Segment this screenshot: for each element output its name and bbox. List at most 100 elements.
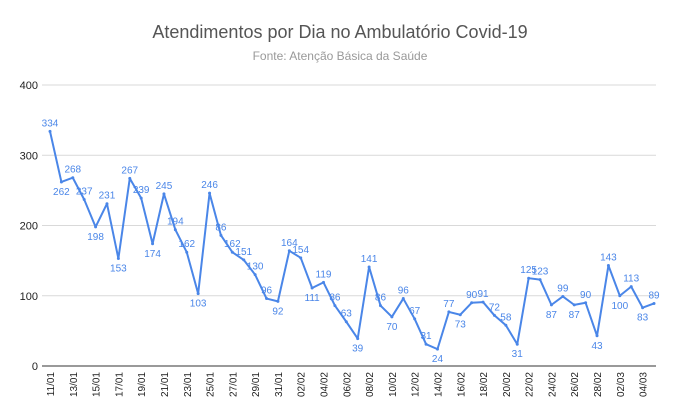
data-label: 58 [500, 312, 512, 323]
data-label: 246 [201, 180, 218, 191]
data-label: 237 [76, 187, 93, 198]
data-label: 90 [580, 290, 592, 301]
series-line [49, 131, 655, 351]
data-point [59, 180, 63, 184]
data-point [561, 294, 565, 298]
y-tick-label: 0 [32, 361, 38, 373]
x-tick-label: 14/02 [433, 372, 444, 397]
data-point [116, 257, 120, 261]
data-label: 143 [600, 253, 617, 264]
x-tick-label: 15/01 [92, 372, 103, 397]
x-tick-label: 08/02 [365, 372, 376, 397]
data-point [276, 299, 280, 303]
data-point [390, 315, 394, 319]
data-point [173, 228, 177, 232]
data-point [128, 176, 132, 180]
x-tick-label: 23/01 [183, 372, 194, 397]
data-label: 86 [375, 293, 387, 304]
data-point [538, 278, 542, 282]
data-point [310, 286, 314, 290]
data-label: 96 [398, 286, 410, 297]
data-point [82, 198, 86, 202]
data-point [470, 301, 474, 305]
data-point [208, 191, 212, 195]
data-point [185, 250, 189, 254]
data-label: 63 [341, 309, 353, 320]
data-points [48, 129, 656, 351]
data-point [230, 250, 234, 254]
x-tick-label: 10/02 [388, 372, 399, 397]
x-tick-label: 24/02 [547, 372, 558, 397]
data-point [401, 297, 405, 301]
grid [42, 84, 656, 367]
data-label: 91 [477, 289, 489, 300]
data-point [344, 320, 348, 324]
y-tick-label: 100 [20, 291, 38, 303]
data-label: 154 [292, 245, 309, 256]
data-point [435, 347, 439, 351]
data-point [424, 342, 428, 346]
data-point [584, 301, 588, 305]
data-label: 77 [443, 299, 455, 310]
data-label: 39 [352, 344, 364, 355]
data-point [219, 233, 223, 237]
y-tick-label: 200 [20, 221, 38, 233]
chart-title: Atendimentos por Dia no Ambulatório Covi… [152, 22, 527, 42]
x-axis: 11/01 13/01 15/01 17/01 19/01 21/01 23/01 25/01… [46, 372, 650, 397]
x-tick-label: 06/02 [342, 372, 353, 397]
data-point [606, 264, 610, 268]
data-label: 162 [224, 239, 241, 250]
x-tick-label: 16/02 [456, 372, 467, 397]
data-point [595, 334, 599, 338]
x-tick-label: 13/01 [69, 372, 80, 397]
x-tick-label: 18/02 [479, 372, 490, 397]
data-point [71, 176, 75, 180]
data-label: 119 [316, 269, 332, 280]
x-tick-label: 19/01 [137, 372, 148, 397]
data-label: 125 [520, 265, 537, 276]
x-tick-label: 20/02 [502, 372, 513, 397]
data-label: 198 [87, 232, 104, 243]
x-tick-label: 04/03 [639, 372, 650, 397]
data-label: 67 [409, 306, 421, 317]
data-labels: 3342622682371982311532672391742451941621… [42, 118, 660, 365]
data-label: 86 [215, 222, 227, 233]
data-point [549, 303, 553, 307]
data-label: 245 [156, 181, 173, 192]
x-tick-label: 02/03 [616, 372, 627, 397]
x-tick-label: 12/02 [411, 372, 422, 397]
data-label: 267 [121, 165, 138, 176]
x-tick-label: 21/01 [160, 372, 171, 397]
data-point [196, 292, 200, 296]
data-point [333, 304, 337, 308]
data-point [527, 276, 531, 280]
data-point [413, 317, 417, 321]
data-point [492, 313, 496, 317]
data-label: 194 [167, 217, 184, 228]
data-point [458, 313, 462, 317]
data-label: 164 [281, 238, 298, 249]
data-label: 92 [272, 306, 284, 317]
data-point [641, 306, 645, 310]
data-label: 153 [110, 264, 127, 275]
data-label: 262 [53, 187, 70, 198]
data-point [367, 265, 371, 269]
data-point [447, 310, 451, 314]
x-tick-label: 28/02 [593, 372, 604, 397]
y-tick-label: 400 [20, 80, 38, 92]
data-label: 73 [455, 320, 467, 331]
y-tick-label: 300 [20, 150, 38, 162]
data-label: 111 [305, 293, 321, 304]
data-label: 100 [611, 301, 628, 312]
data-point [504, 323, 508, 327]
data-label: 103 [190, 299, 207, 310]
data-label: 239 [133, 185, 150, 196]
data-label: 43 [591, 341, 603, 352]
data-point [572, 303, 576, 307]
data-point [162, 192, 166, 196]
x-tick-label: 11/01 [46, 372, 57, 397]
data-label: 89 [648, 290, 660, 301]
x-tick-label: 17/01 [114, 372, 125, 397]
